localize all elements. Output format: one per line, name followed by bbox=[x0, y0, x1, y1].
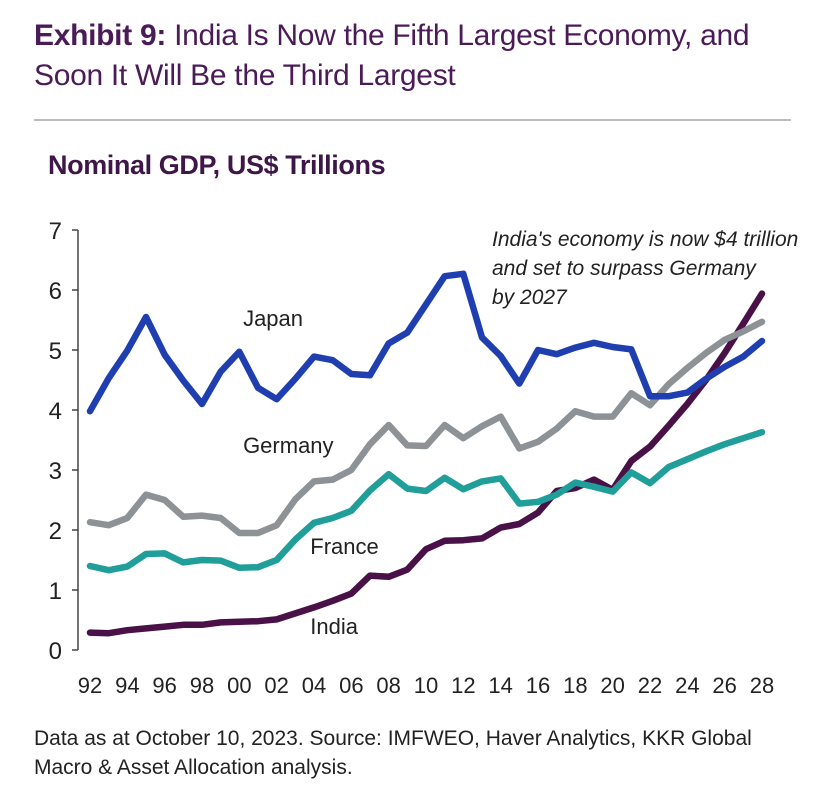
x-tick-label: 06 bbox=[339, 673, 363, 698]
series-label-japan: Japan bbox=[243, 306, 303, 331]
chart-annotation: India's economy is now $4 trillion and se… bbox=[492, 228, 798, 309]
x-tick-label: 16 bbox=[526, 673, 550, 698]
x-tick-label: 10 bbox=[414, 673, 438, 698]
series-label-germany: Germany bbox=[243, 433, 333, 458]
x-tick-label: 12 bbox=[451, 673, 475, 698]
series-line-germany bbox=[86, 318, 766, 537]
series-lines bbox=[86, 270, 766, 637]
y-tick-label: 5 bbox=[49, 338, 62, 365]
series-label-india: India bbox=[310, 614, 358, 639]
series-line-japan bbox=[86, 270, 766, 415]
y-tick-label: 3 bbox=[49, 458, 62, 485]
y-tick-label: 0 bbox=[49, 638, 62, 665]
y-axis-ticks: 0 1 2 3 4 5 6 7 bbox=[49, 218, 78, 665]
title-divider bbox=[34, 119, 791, 121]
x-tick-label: 18 bbox=[563, 673, 587, 698]
y-tick-label: 7 bbox=[49, 218, 62, 245]
y-tick-label: 2 bbox=[49, 518, 62, 545]
exhibit-label: Exhibit 9: bbox=[34, 19, 167, 52]
x-tick-label: 22 bbox=[638, 673, 662, 698]
x-tick-label: 98 bbox=[190, 673, 214, 698]
x-tick-label: 92 bbox=[78, 673, 102, 698]
page-title: Exhibit 9: India Is Now the Fifth Larges… bbox=[34, 16, 804, 96]
x-tick-label: 24 bbox=[675, 673, 699, 698]
exhibit-title: India Is Now the Fifth Largest Economy, … bbox=[34, 19, 750, 92]
x-axis-ticks: 92 94 96 98 00 02 04 06 08 10 12 14 16 18 20 22 24 26 28 bbox=[78, 673, 774, 698]
series-line-india bbox=[86, 290, 766, 637]
x-tick-label: 08 bbox=[376, 673, 400, 698]
x-tick-label: 26 bbox=[712, 673, 736, 698]
chart-title: Nominal GDP, US$ Trillions bbox=[48, 150, 386, 180]
x-tick-label: 94 bbox=[115, 673, 139, 698]
x-tick-label: 28 bbox=[750, 673, 774, 698]
y-tick-label: 4 bbox=[49, 398, 62, 425]
y-tick-label: 1 bbox=[49, 578, 62, 605]
x-tick-label: 00 bbox=[227, 673, 251, 698]
annotation-line: by 2027 bbox=[492, 286, 568, 309]
x-tick-label: 96 bbox=[152, 673, 176, 698]
series-label-france: France bbox=[310, 534, 378, 559]
x-tick-label: 20 bbox=[600, 673, 624, 698]
series-line-france bbox=[86, 428, 766, 574]
series-labels: Japan Germany France India bbox=[243, 306, 379, 639]
y-tick-label: 6 bbox=[49, 278, 62, 305]
x-tick-label: 14 bbox=[488, 673, 512, 698]
x-tick-label: 04 bbox=[302, 673, 326, 698]
source-note: Data as at October 10, 2023. Source: IMF… bbox=[34, 727, 752, 779]
x-tick-label: 02 bbox=[264, 673, 288, 698]
annotation-line: India's economy is now $4 trillion bbox=[492, 228, 798, 251]
annotation-line: and set to surpass Germany bbox=[492, 257, 757, 280]
